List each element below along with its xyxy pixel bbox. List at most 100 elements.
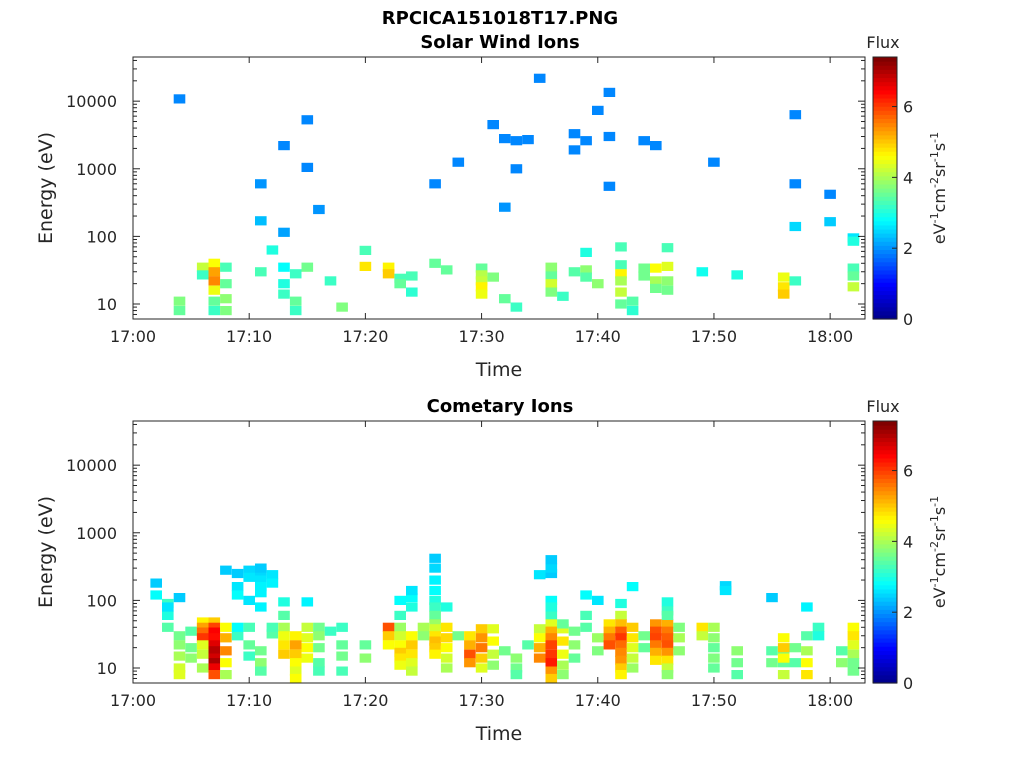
colorbar-tick-label: 0 — [903, 310, 913, 329]
heatmap-cell — [661, 243, 674, 253]
heatmap-cell — [185, 643, 197, 653]
y-tick-label: 10000 — [66, 92, 117, 111]
y-tick-label: 10 — [97, 295, 117, 314]
heatmap-cell — [487, 649, 499, 659]
heatmap-cell — [406, 658, 418, 668]
heatmap-cell — [220, 633, 232, 643]
heatmap-cell — [440, 643, 453, 653]
heatmap-cell — [615, 670, 627, 680]
colorbar-frame — [872, 420, 898, 684]
heatmap-cell — [545, 649, 558, 659]
heatmap-cell — [580, 247, 592, 257]
colorbar-segment — [873, 437, 897, 443]
colorbar-segment — [873, 118, 897, 124]
heatmap-cell — [196, 649, 209, 659]
heatmap-cell — [510, 663, 523, 673]
heatmap-cell — [510, 670, 523, 680]
heatmap-cells — [150, 553, 860, 684]
heatmap-cell — [173, 306, 186, 316]
colorbar-tick-label: 4 — [903, 168, 913, 187]
heatmap-cell — [545, 602, 558, 612]
heatmap-cell — [696, 622, 709, 632]
heatmap-cell — [429, 636, 441, 646]
colorbar-segment — [873, 547, 897, 553]
heatmap-cell — [208, 640, 221, 650]
colorbar-segment — [873, 188, 897, 193]
colorbar-segment — [873, 204, 897, 210]
heatmap-cell — [278, 640, 290, 650]
colorbar-segment — [873, 155, 897, 160]
colorbar-segment — [873, 560, 897, 565]
colorbar-segment — [873, 613, 897, 619]
heatmap-cell — [766, 658, 778, 668]
colorbar-segment — [873, 502, 897, 508]
colorbar-segment — [873, 265, 897, 271]
heatmap-cell — [278, 141, 290, 151]
heatmap-cell — [208, 663, 221, 673]
heatmap-cell — [580, 610, 592, 620]
colorbar-segment — [873, 629, 897, 635]
colorbar-segment — [873, 523, 897, 529]
colorbar-segment — [873, 282, 897, 287]
x-tick-label: 18:00 — [807, 327, 853, 346]
colorbar-segment — [873, 461, 897, 467]
colorbar-segment — [873, 142, 897, 148]
colorbar-segment — [873, 310, 897, 316]
heatmap-cell — [255, 179, 267, 189]
colorbar-segment — [873, 658, 897, 664]
heatmap-cell — [533, 570, 546, 580]
heatmap-cell — [661, 640, 674, 650]
heatmap-cell — [847, 622, 860, 632]
heatmap-cell — [650, 626, 662, 636]
heatmap-cell — [406, 640, 418, 650]
colorbar-segment — [873, 183, 897, 189]
colorbar-segment — [873, 138, 897, 144]
heatmap-cell — [406, 631, 418, 641]
heatmap-cell — [603, 181, 616, 191]
heatmap-cell — [394, 279, 406, 289]
heatmap-cell — [208, 306, 221, 316]
heatmap-cell — [196, 622, 209, 632]
heatmap-cell — [650, 633, 662, 643]
colorbar-segment — [873, 126, 897, 132]
heatmap-cell — [777, 282, 790, 292]
colorbar-tick-label: 2 — [903, 239, 913, 258]
heatmap-cell — [464, 649, 476, 659]
heatmap-cell — [615, 299, 627, 309]
heatmap-cell — [278, 279, 290, 289]
y-tick-label: 1000 — [76, 160, 117, 179]
colorbar-segment — [873, 196, 897, 201]
heatmap-cell — [429, 643, 441, 653]
colorbar-segment — [873, 535, 897, 541]
heatmap-cell — [661, 285, 674, 295]
heatmap-cell — [661, 276, 674, 286]
colorbar-segment — [873, 515, 897, 520]
panel-cometary-ions: Cometary Ions 17:00 17:10 17:20 17:30 17:40 1… — [35, 396, 949, 745]
colorbar-segment — [873, 175, 897, 181]
x-tick-label: 17:20 — [342, 691, 388, 710]
heatmap-cell — [661, 619, 674, 629]
plot-frame — [132, 56, 866, 320]
heatmap-cell — [255, 588, 267, 598]
heatmap-cell — [475, 633, 488, 643]
heatmap-cell — [661, 647, 674, 657]
heatmap-cell — [429, 619, 441, 629]
colorbar-segment — [873, 425, 897, 430]
colorbar-segment — [873, 93, 897, 99]
heatmap-cell — [220, 622, 232, 632]
y-tick-label: 100 — [86, 591, 117, 610]
colorbar-segment — [873, 179, 897, 185]
heatmap-cell — [499, 202, 511, 212]
heatmap-cell — [626, 653, 639, 663]
colorbar-segment — [873, 642, 897, 647]
heatmap-cell — [208, 296, 221, 306]
heatmap-cell — [533, 643, 546, 653]
heatmap-cell — [196, 627, 209, 637]
heatmap-cell — [545, 640, 558, 650]
heatmap-cell — [301, 622, 314, 632]
colorbar-segment — [873, 81, 897, 87]
heatmap-cell — [615, 287, 627, 297]
colorbar-segment — [873, 97, 897, 103]
heatmap-cell — [394, 273, 406, 283]
heatmap-cell — [406, 666, 418, 676]
